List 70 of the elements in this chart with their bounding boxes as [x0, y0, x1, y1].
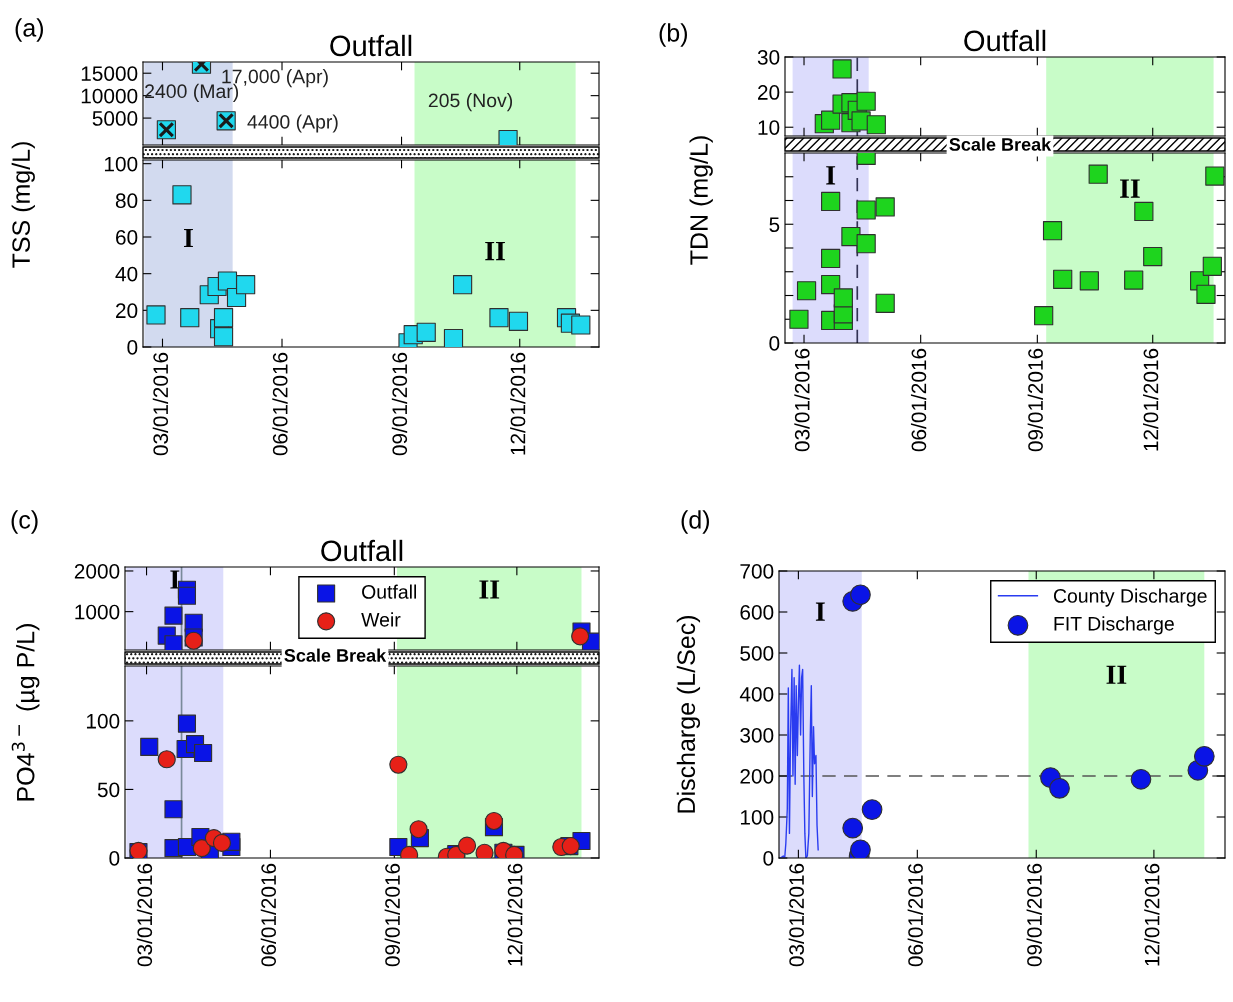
y-tick-label: 0: [127, 340, 138, 355]
legend-label: Outfall: [362, 584, 417, 599]
x-tick-label: 09/01/2016: [1026, 863, 1042, 967]
y-tick-label: 1000: [75, 604, 120, 620]
annotation: 205 (Nov): [428, 93, 513, 112]
y-axis-title: PO4$^{3−}$ (µg P/L): [11, 624, 40, 801]
y-tick-label: 0: [769, 336, 780, 351]
band-label: I: [826, 166, 836, 185]
y-axis-title: Discharge (L/Sec): [676, 616, 701, 813]
y-tick-label: 40: [115, 266, 138, 282]
y-axis-title: TSS (mg/L): [11, 142, 35, 268]
text: (d): [681, 510, 709, 534]
y-tick-label: 2000: [74, 563, 120, 579]
text: (b): [659, 23, 687, 47]
y-tick-label: 0: [109, 851, 120, 866]
band-label: II: [1120, 179, 1140, 198]
x-tick-label: 06/01/2016: [260, 863, 277, 967]
legend-label: Weir: [361, 612, 401, 627]
y-tick-label: 0: [763, 851, 774, 866]
annotation: Scale Break: [284, 648, 387, 662]
y-tick-label: 100: [740, 810, 774, 825]
x-tick-label: 09/01/2016: [384, 863, 400, 967]
x-tick-label: 12/01/2016: [1143, 348, 1159, 451]
y-tick-label: 700: [740, 564, 774, 579]
text: Scale Break: [949, 137, 1052, 151]
legend-label: County Discharge: [1053, 588, 1207, 607]
x-tick-label: 12/01/2016: [507, 863, 523, 966]
x-tick-label: 06/01/2016: [910, 348, 927, 452]
text: (a): [15, 18, 43, 42]
y-tick-label: 500: [740, 646, 774, 661]
y-tick-label: 600: [740, 605, 774, 620]
y-tick-label: 10: [758, 120, 780, 135]
y-tick-label: 20: [758, 85, 780, 100]
band-label: II: [485, 241, 505, 261]
x-tick-label: 09/01/2016: [1027, 348, 1043, 452]
y-tick-label: 100: [104, 156, 138, 172]
x-tick-label: 12/01/2016: [1144, 863, 1160, 966]
y-tick-label: 300: [740, 728, 774, 743]
y-tick-label: 15000: [81, 66, 138, 81]
legend-label: FIT Discharge: [1054, 616, 1174, 635]
band-label: II: [479, 580, 500, 599]
y-axis-title: TDN (mg/L): [689, 136, 713, 265]
y-tick-label: 100: [86, 713, 120, 729]
annotation: 4400 (Apr): [247, 114, 338, 133]
x-tick-label: 03/01/2016: [152, 352, 169, 456]
y-tick-label: 20: [116, 303, 138, 319]
y-tick-label: 5000: [92, 111, 138, 126]
y-tick-label: 30: [757, 50, 780, 65]
x-tick-label: 06/01/2016: [907, 863, 923, 967]
y-tick-label: 400: [739, 687, 774, 702]
x-tick-label: 03/01/2016: [136, 863, 153, 967]
y-tick-label: 60: [116, 230, 138, 245]
band-label: I: [815, 602, 825, 621]
band-label: II: [1106, 665, 1127, 684]
x-tick-label: 03/01/2016: [788, 863, 804, 967]
text: (c): [11, 510, 38, 534]
x-tick-label: 09/01/2016: [391, 352, 408, 456]
chart-title: Outfall: [330, 34, 412, 57]
chart-title: Outfall: [321, 539, 403, 562]
band-label: I: [184, 228, 193, 248]
chart-title: Outfall: [964, 29, 1046, 52]
y-tick-label: 50: [97, 782, 120, 798]
x-tick-label: 12/01/2016: [510, 352, 526, 455]
y-tick-label: 80: [115, 193, 138, 209]
y-tick-label: 5: [769, 217, 780, 232]
y-tick-label: 10000: [81, 88, 138, 104]
band-label: I: [170, 570, 180, 589]
x-tick-label: 03/01/2016: [794, 348, 810, 452]
y-tick-label: 200: [740, 769, 774, 784]
x-tick-label: 06/01/2016: [272, 352, 288, 456]
